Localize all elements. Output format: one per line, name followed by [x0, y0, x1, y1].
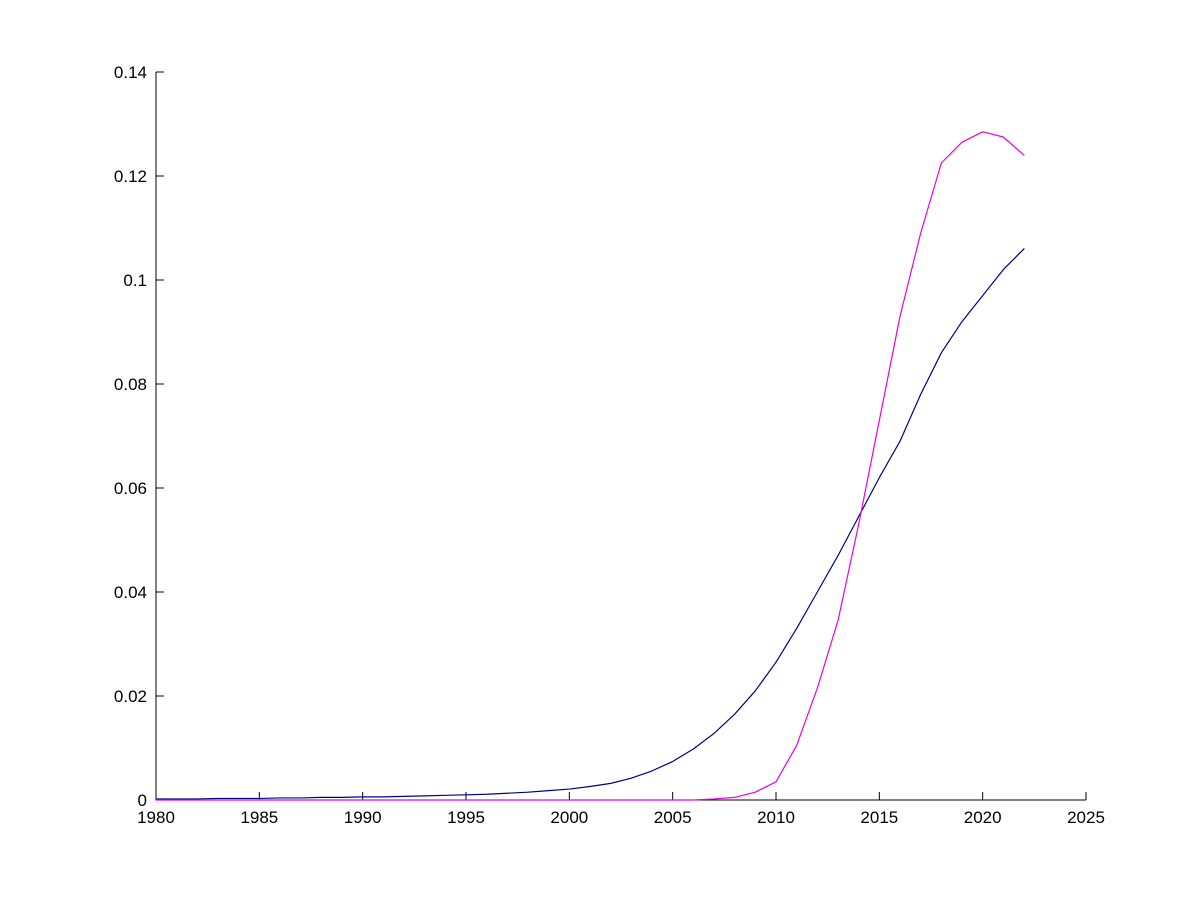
x-tick-label: 2025 [1067, 808, 1105, 827]
y-tick-label: 0.02 [114, 687, 147, 706]
y-tick-label: 0 [138, 791, 147, 810]
y-tick-label: 0.1 [123, 271, 147, 290]
x-tick-label: 1990 [344, 808, 382, 827]
x-tick-label: 2020 [964, 808, 1002, 827]
x-tick-label: 2005 [654, 808, 692, 827]
x-tick-label: 1980 [137, 808, 175, 827]
y-tick-label: 0.12 [114, 167, 147, 186]
y-tick-label: 0.14 [114, 63, 147, 82]
axes-layer: 1980 1985 1990 1995 2000 2005 2010 2015 2020 2025… [114, 63, 1105, 827]
x-tick-label: 2000 [550, 808, 588, 827]
x-tick-label: 2010 [757, 808, 795, 827]
x-tick-label: 1985 [240, 808, 278, 827]
x-tick-label: 1995 [447, 808, 485, 827]
y-tick-label: 0.06 [114, 479, 147, 498]
series-layer [155, 131, 1025, 801]
y-tick-label: 0.04 [114, 583, 147, 602]
x-tick-label: 2015 [860, 808, 898, 827]
series-line-steep-peaked-curve-magenta [155, 131, 1025, 801]
y-tick-label: 0.08 [114, 375, 147, 394]
series-line-smooth-s-curve-blue [155, 248, 1025, 800]
